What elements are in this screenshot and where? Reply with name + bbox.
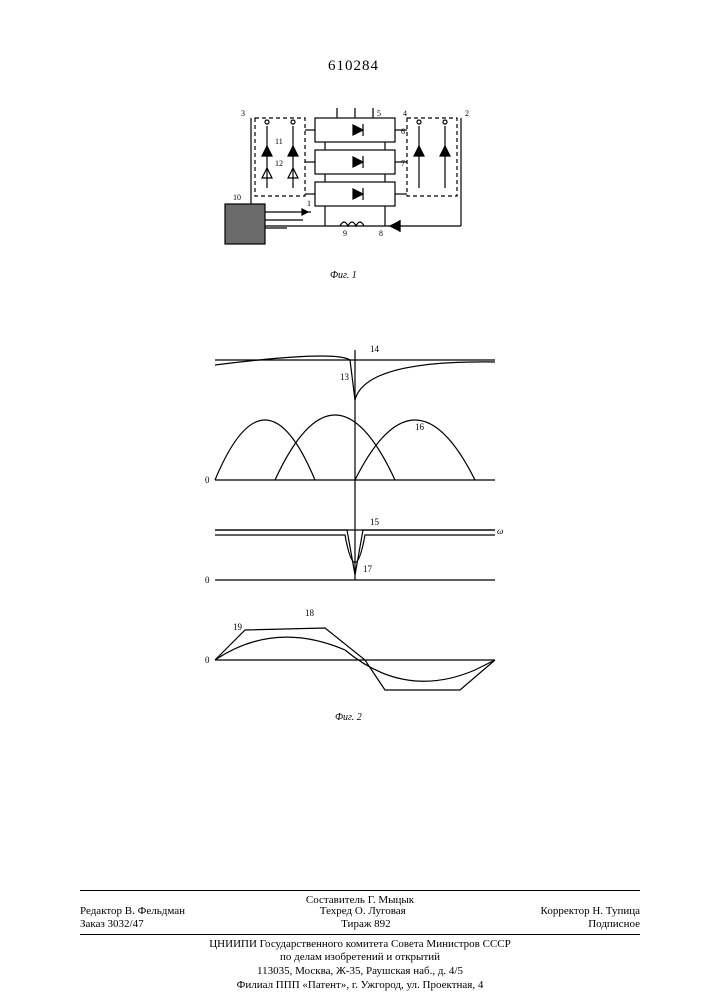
fig1-label-10: 10 [233, 193, 241, 202]
fig2-label-14: 14 [370, 344, 380, 354]
footer-print-row: Заказ 3032/47 Тираж 892 Подписное [80, 918, 640, 932]
fig1-label-3: 3 [241, 109, 245, 118]
footer-subscription: Подписное [588, 918, 640, 932]
footer-address: 113035, Москва, Ж-35, Раушская наб., д. … [80, 965, 640, 979]
fig1-label-4: 4 [403, 109, 407, 118]
fig2-label-19: 19 [233, 622, 243, 632]
footer-corrector: Корректор Н. Тупица [541, 905, 640, 919]
fig1-label-11: 11 [275, 137, 283, 146]
fig2-label-13: 13 [340, 372, 350, 382]
footer-order: Заказ 3032/47 [80, 918, 144, 932]
figure-1: 3 2 6 7 1 9 8 10 11 12 4 5 [215, 108, 495, 268]
fig1-label-7: 7 [401, 159, 405, 168]
footer-org-2: по делам изобретений и открытий [80, 951, 640, 965]
fig1-label-6: 6 [401, 127, 405, 136]
footer-tirage: Тираж 892 [341, 918, 391, 932]
fig1-label-12: 12 [275, 159, 283, 168]
svg-text:ω: ω [497, 526, 503, 536]
footer-editor: Редактор В. Фельдман [80, 905, 185, 919]
figure-2: 0 0 0 14 13 16 15 17 18 19 ω [205, 330, 505, 710]
fig2-axis-a: 0 [205, 475, 210, 485]
fig1-label-5: 5 [377, 109, 381, 118]
fig1-label-2: 2 [465, 109, 469, 118]
footer-credits-row: Редактор В. Фельдман Техред О. Луговая К… [80, 905, 640, 919]
figure-1-caption: Фиг. 1 [330, 270, 357, 281]
fig2-label-15: 15 [370, 517, 380, 527]
fig1-label-8: 8 [379, 229, 383, 238]
footer-org-1: ЦНИИПИ Государственного комитета Совета … [80, 934, 640, 952]
figure-2-caption: Фиг. 2 [335, 712, 362, 723]
footer-techred: Техред О. Луговая [320, 905, 406, 919]
fig2-label-17: 17 [363, 564, 373, 574]
fig2-axis-b: 0 [205, 575, 210, 585]
fig2-axis-c: 0 [205, 655, 210, 665]
patent-number: 610284 [0, 58, 707, 75]
fig1-label-9: 9 [343, 229, 347, 238]
fig2-label-18: 18 [305, 608, 315, 618]
fig1-label-a: 1 [307, 199, 311, 208]
fig2-label-16: 16 [415, 422, 425, 432]
footer-branch: Филиал ППП «Патент», г. Ужгород, ул. Про… [80, 979, 640, 993]
